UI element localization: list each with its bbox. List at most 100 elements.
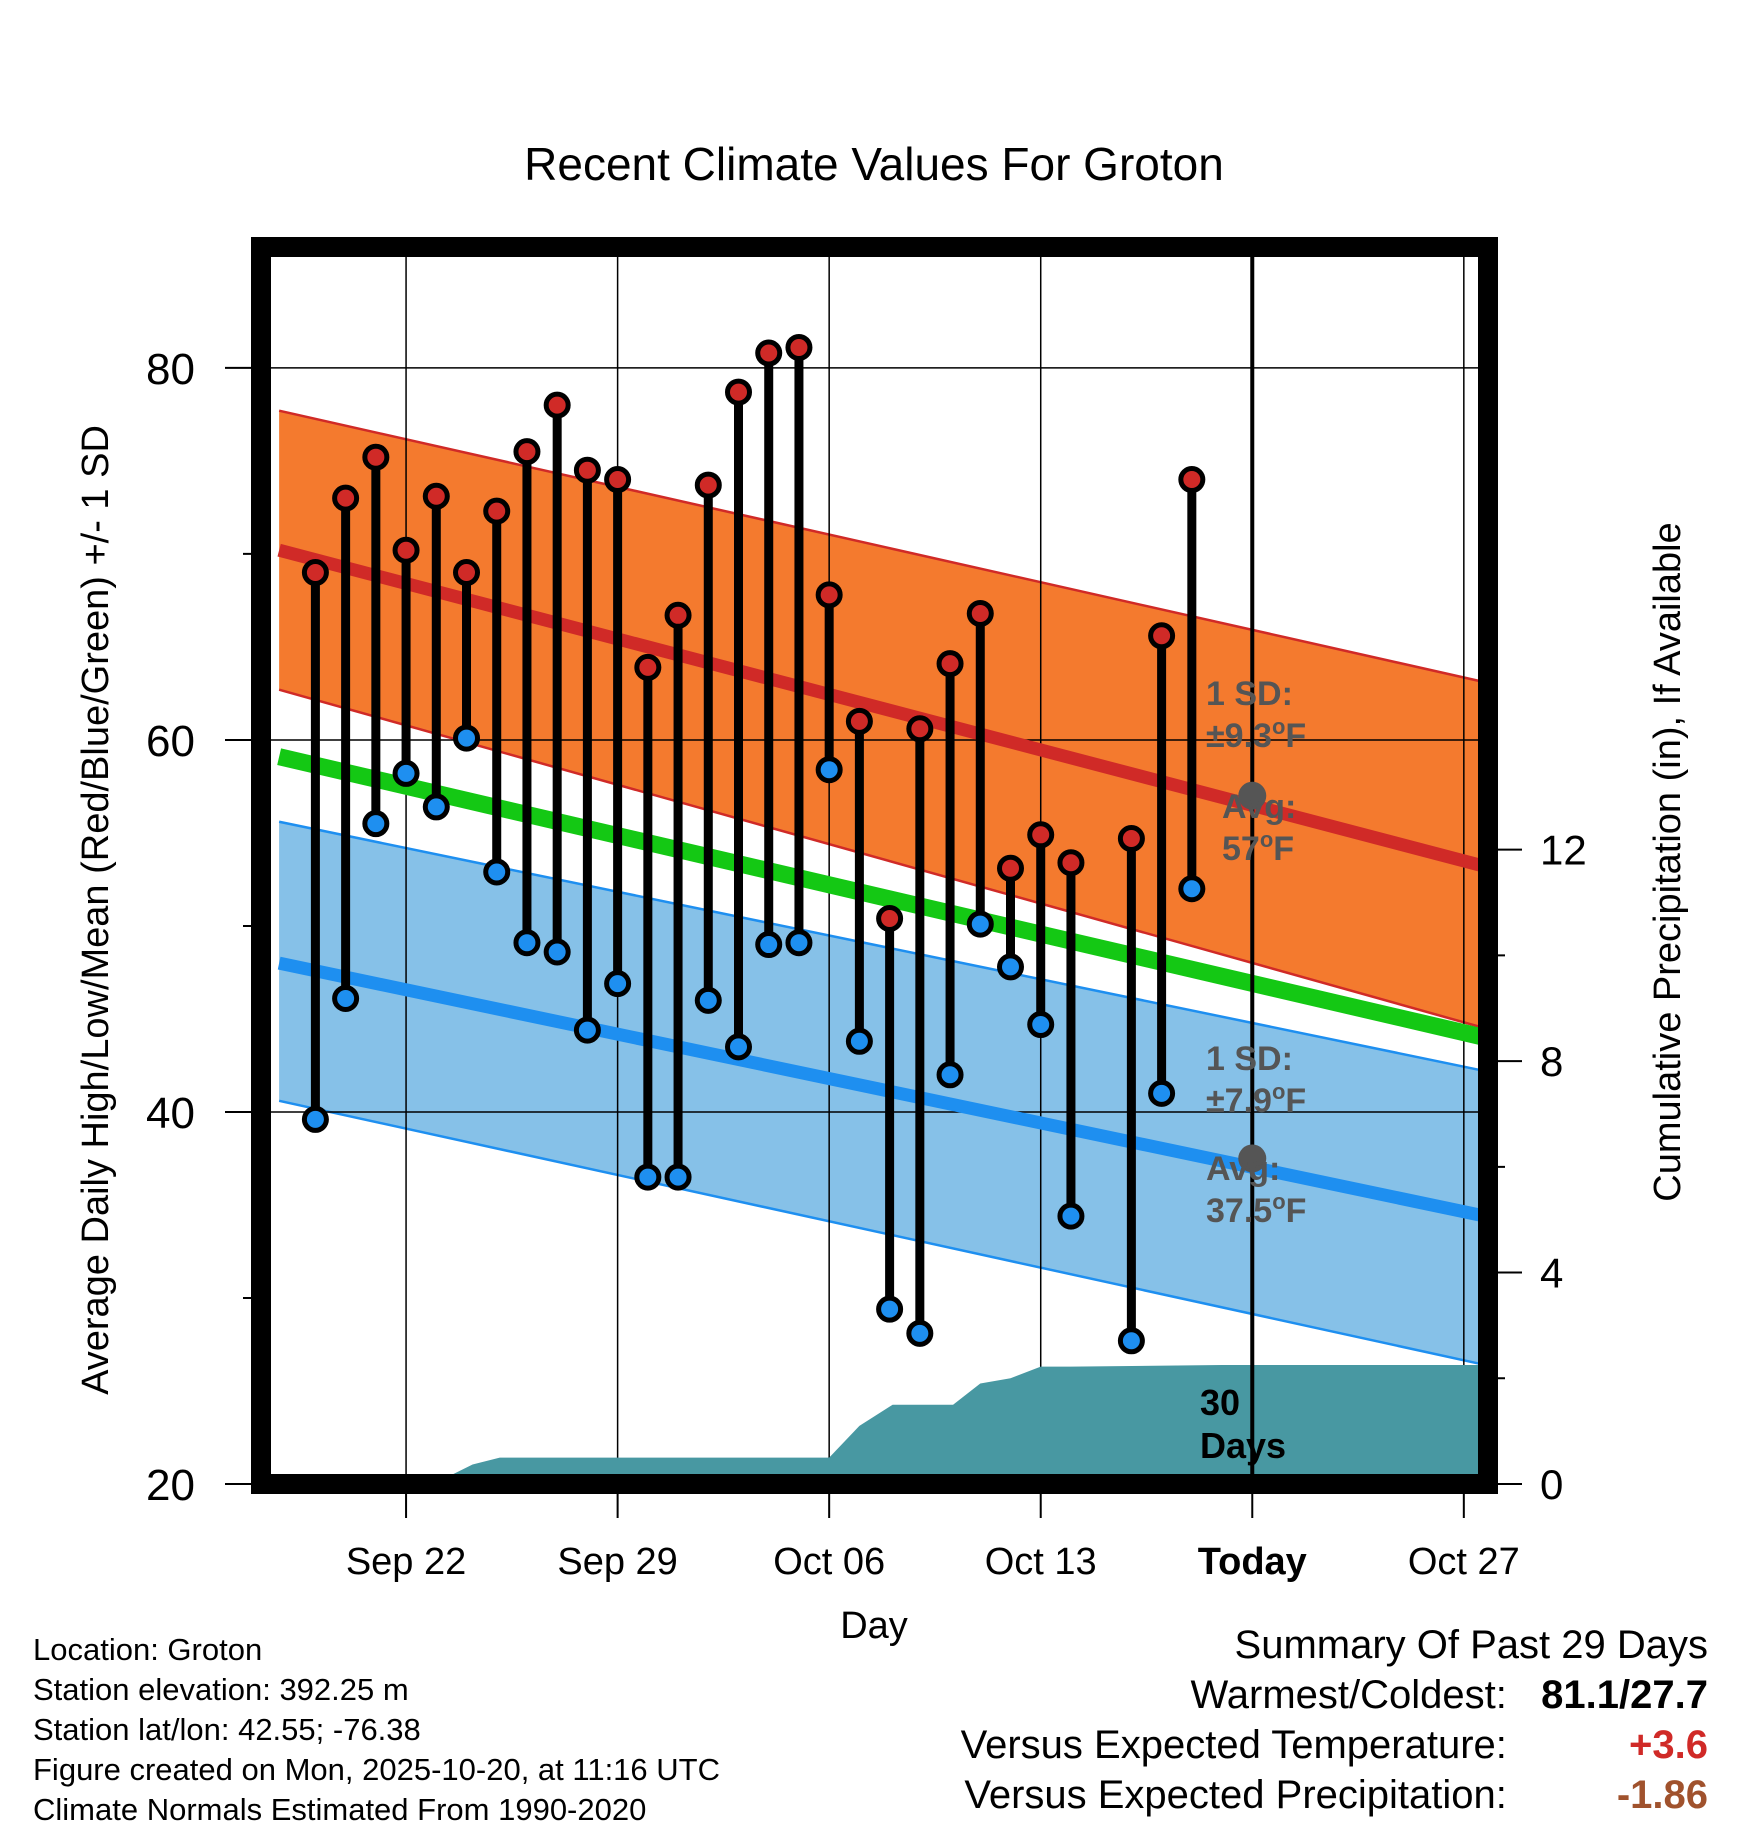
daily-high-point: [966, 599, 994, 627]
daily-high-point: [543, 391, 571, 419]
daily-low-point: [936, 1061, 964, 1089]
high-sd-value: ±9.3oF: [1206, 714, 1306, 755]
daily-high-point: [815, 581, 843, 609]
daily-high-point: [1148, 622, 1176, 650]
low-avg-marker: [1238, 1144, 1267, 1173]
daily-low-point: [483, 858, 511, 886]
y-tick-label: 40: [146, 1089, 195, 1138]
y2-tick-label: 4: [1540, 1250, 1563, 1297]
latlon-text: Station lat/lon: 42.55; -76.38: [33, 1712, 421, 1747]
normals-text: Climate Normals Estimated From 1990-2020: [33, 1792, 647, 1827]
y2-tick-label: 12: [1540, 827, 1587, 874]
daily-high-point: [845, 707, 873, 735]
daily-low-point: [966, 910, 994, 938]
high-avg-label: Avg:: [1222, 788, 1296, 826]
daily-high-point: [876, 905, 904, 933]
daily-low-point: [845, 1027, 873, 1055]
y2-tick-label: 0: [1540, 1461, 1563, 1508]
daily-high-point: [694, 471, 722, 499]
daily-high-point: [785, 333, 813, 361]
daily-low-point: [785, 929, 813, 957]
daily-high-point: [604, 466, 632, 494]
y-tick-label: 80: [146, 345, 195, 394]
y-axis-left: 20 40 60 80: [146, 345, 261, 1510]
daily-low-point: [362, 810, 390, 838]
x-tick-label: Oct 27: [1408, 1541, 1520, 1583]
y-tick-label: 60: [146, 717, 195, 766]
x-tick-label: Sep 22: [346, 1541, 466, 1583]
daily-high-point: [362, 443, 390, 471]
warm-cold-label: Warmest/Coldest:: [1190, 1673, 1507, 1717]
days-word-label: Days: [1200, 1425, 1286, 1466]
high-temp-sd-band: [279, 410, 1485, 1029]
daily-low-point: [1117, 1327, 1145, 1355]
x-tick-label: Today: [1198, 1541, 1307, 1583]
daily-high-point: [573, 456, 601, 484]
daily-high-point: [755, 339, 783, 367]
daily-high-point: [513, 438, 541, 466]
daily-low-point: [1057, 1202, 1085, 1230]
daily-high-point: [1117, 825, 1145, 853]
normal-mean-line: [277, 748, 1487, 1046]
daily-low-point: [906, 1319, 934, 1347]
location-text: Location: Groton: [33, 1632, 263, 1667]
daily-low-point: [664, 1163, 692, 1191]
daily-high-point: [906, 715, 934, 743]
daily-high-point: [422, 482, 450, 510]
high-avg-value: 57oF: [1222, 827, 1294, 868]
summary-precip-row: Versus Expected Precipitation: -1.86: [961, 1770, 1708, 1820]
daily-high-point: [664, 601, 692, 629]
daily-high-point: [483, 497, 511, 525]
band-edge-high-upper: [278, 409, 1486, 684]
band-edge-low-upper: [278, 820, 1486, 1073]
daily-high-point: [453, 559, 481, 587]
daily-high-point: [392, 536, 420, 564]
high-sd-label: 1 SD:: [1206, 675, 1293, 713]
daily-high-point: [1178, 466, 1206, 494]
plot-frame: [251, 237, 1498, 1494]
temp-dev-label: Versus Expected Temperature:: [960, 1723, 1507, 1767]
summary-temp-row: Versus Expected Temperature: +3.6: [961, 1720, 1708, 1770]
x-axis: Sep 22 Sep 29 Oct 06 Oct 13 Today Oct 27: [346, 1484, 1520, 1583]
daily-low-point: [573, 1016, 601, 1044]
created-text: Figure created on Mon, 2025-10-20, at 11…: [33, 1752, 720, 1787]
daily-low-point: [604, 970, 632, 998]
band-edge-high-lower: [278, 688, 1486, 1030]
low-avg-value: 37.5oF: [1206, 1189, 1306, 1230]
daily-low-point: [996, 953, 1024, 981]
low-sd-value: ±7.9oF: [1206, 1079, 1306, 1120]
daily-low-point: [876, 1295, 904, 1323]
station-info: Location: Groton Station elevation: 392.…: [33, 1630, 720, 1830]
temp-dev-value: +3.6: [1629, 1723, 1708, 1767]
y-axis-label: Average Daily High/Low/Mean (Red/Blue/Gr…: [75, 425, 117, 1395]
chart-title: Recent Climate Values For Groton: [524, 138, 1224, 190]
daily-high-point: [936, 650, 964, 678]
normal-high-line: [277, 543, 1487, 873]
daily-high-point: [332, 484, 360, 512]
daily-low-point: [634, 1163, 662, 1191]
daily-low-point: [1178, 875, 1206, 903]
summary-warm-cold-row: Warmest/Coldest: 81.1/27.7: [961, 1670, 1709, 1720]
daily-high-point: [1057, 849, 1085, 877]
daily-high-point: [634, 653, 662, 681]
normal-low-line: [277, 956, 1487, 1223]
daily-low-point: [694, 986, 722, 1014]
daily-low-point: [1027, 1011, 1055, 1039]
low-avg-label: Avg:: [1206, 1150, 1280, 1188]
daily-low-point: [332, 985, 360, 1013]
x-tick-label: Sep 29: [557, 1541, 677, 1583]
precip-dev-label: Versus Expected Precipitation:: [964, 1773, 1507, 1817]
precip-dev-value: -1.86: [1616, 1773, 1708, 1817]
days-count-label: 30: [1200, 1382, 1240, 1423]
x-tick-label: Oct 13: [985, 1541, 1097, 1583]
daily-low-point: [301, 1105, 329, 1133]
high-avg-marker: [1238, 781, 1267, 810]
x-tick-label: Oct 06: [773, 1541, 885, 1583]
daily-high-point: [301, 559, 329, 587]
y-tick-label: 20: [146, 1461, 195, 1510]
daily-high-point: [1027, 821, 1055, 849]
low-sd-label: 1 SD:: [1206, 1040, 1293, 1078]
y2-tick-label: 8: [1540, 1038, 1563, 1085]
daily-low-point: [513, 929, 541, 957]
